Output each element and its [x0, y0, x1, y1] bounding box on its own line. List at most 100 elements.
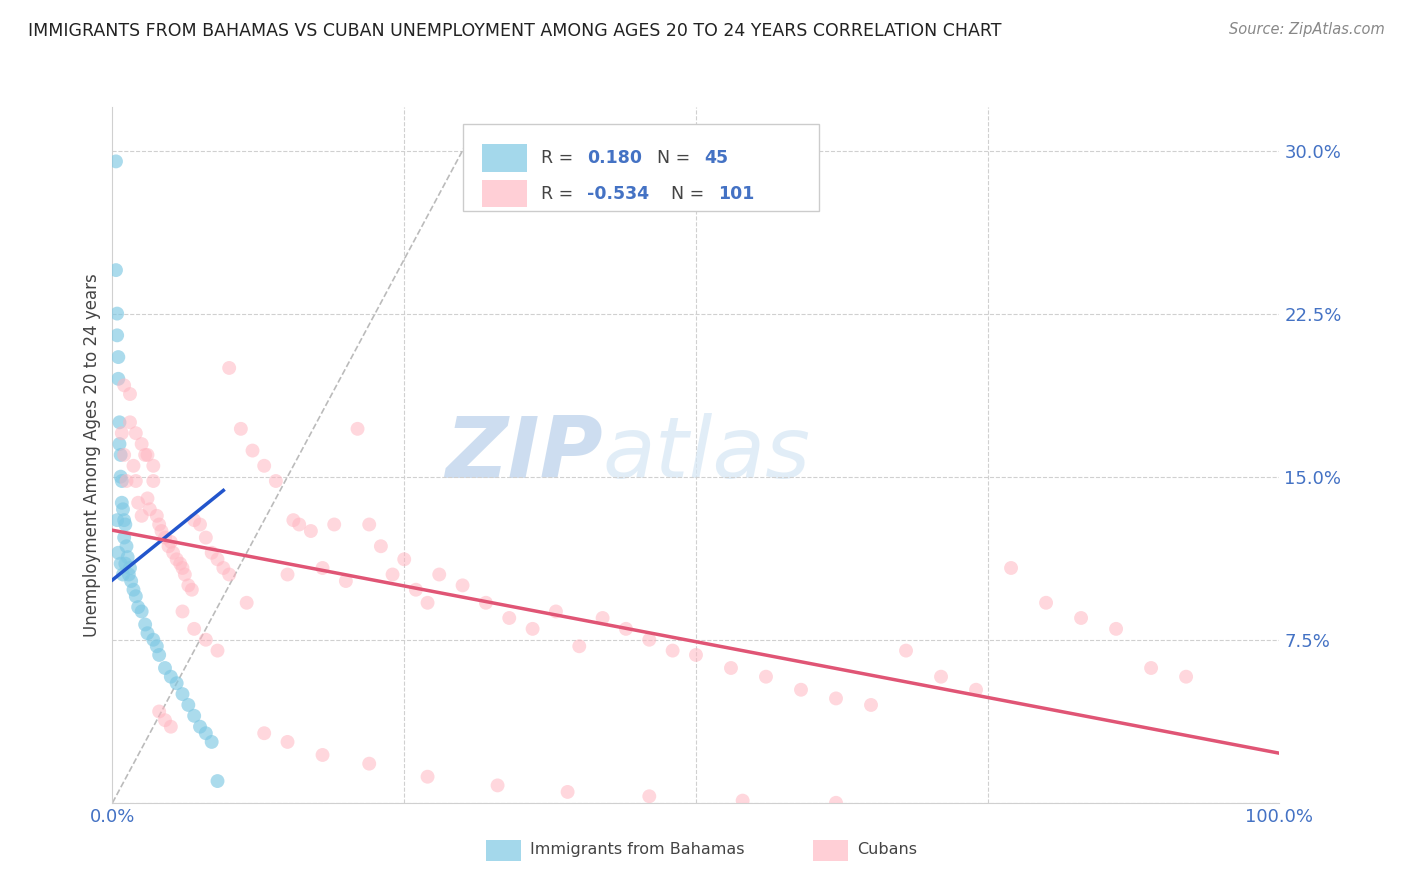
- Point: [498, 611, 520, 625]
- Point: [110, 469, 132, 483]
- Point: [451, 578, 474, 592]
- Point: [1070, 611, 1092, 625]
- Point: [311, 561, 333, 575]
- Point: [229, 422, 252, 436]
- Point: [359, 517, 381, 532]
- FancyBboxPatch shape: [486, 839, 520, 861]
- Text: Cubans: Cubans: [858, 842, 917, 857]
- Text: R =: R =: [541, 185, 578, 202]
- Point: [104, 263, 127, 277]
- Point: [115, 474, 138, 488]
- Point: [107, 546, 129, 560]
- Point: [183, 622, 205, 636]
- Point: [153, 713, 176, 727]
- Point: [104, 154, 127, 169]
- Point: [157, 539, 180, 553]
- Point: [299, 524, 322, 538]
- Point: [825, 796, 848, 810]
- Point: [131, 437, 153, 451]
- Text: 101: 101: [718, 185, 755, 202]
- Point: [614, 622, 637, 636]
- Text: ZIP: ZIP: [444, 413, 603, 497]
- Point: [592, 611, 614, 625]
- Point: [486, 778, 509, 792]
- Point: [194, 531, 217, 545]
- Point: [201, 546, 224, 560]
- Point: [134, 448, 156, 462]
- Point: [242, 443, 264, 458]
- Point: [427, 567, 450, 582]
- Point: [731, 794, 754, 808]
- Point: [638, 789, 661, 804]
- Point: [172, 687, 194, 701]
- Point: [416, 596, 439, 610]
- Point: [111, 567, 134, 582]
- Point: [118, 567, 141, 582]
- Point: [112, 513, 135, 527]
- Point: [323, 517, 346, 532]
- Text: N =: N =: [672, 185, 710, 202]
- Point: [894, 643, 917, 657]
- Point: [235, 596, 257, 610]
- Point: [416, 770, 439, 784]
- Point: [194, 632, 217, 647]
- Point: [359, 756, 381, 771]
- Point: [160, 720, 183, 734]
- Point: [162, 546, 184, 560]
- FancyBboxPatch shape: [463, 124, 818, 211]
- Point: [475, 596, 498, 610]
- Point: [253, 726, 276, 740]
- Point: [177, 698, 200, 712]
- Point: [112, 378, 135, 392]
- Point: [1175, 670, 1198, 684]
- Point: [825, 691, 848, 706]
- Point: [112, 531, 135, 545]
- Point: [172, 605, 194, 619]
- Text: N =: N =: [658, 149, 696, 168]
- Point: [148, 517, 170, 532]
- Point: [381, 567, 404, 582]
- Point: [173, 567, 195, 582]
- FancyBboxPatch shape: [482, 145, 527, 172]
- Point: [557, 785, 579, 799]
- Point: [405, 582, 427, 597]
- Point: [160, 535, 183, 549]
- Point: [142, 632, 165, 647]
- Point: [111, 502, 134, 516]
- Point: [139, 502, 162, 516]
- Point: [107, 372, 129, 386]
- Point: [276, 735, 298, 749]
- Point: [522, 622, 544, 636]
- Point: [207, 774, 229, 789]
- Point: [194, 726, 217, 740]
- Point: [153, 531, 176, 545]
- Point: [125, 426, 148, 441]
- Point: [218, 567, 240, 582]
- Text: 45: 45: [704, 149, 728, 168]
- Point: [118, 561, 141, 575]
- Point: [136, 448, 159, 462]
- Point: [148, 705, 170, 719]
- Point: [188, 720, 211, 734]
- Point: [1000, 561, 1022, 575]
- Point: [183, 708, 205, 723]
- Point: [172, 561, 194, 575]
- Point: [346, 422, 368, 436]
- Point: [118, 415, 141, 429]
- Text: atlas: atlas: [603, 413, 811, 497]
- Point: [115, 539, 138, 553]
- Point: [201, 735, 224, 749]
- Point: [122, 582, 145, 597]
- Text: R =: R =: [541, 149, 578, 168]
- Point: [288, 517, 311, 532]
- Point: [180, 582, 202, 597]
- Point: [790, 682, 813, 697]
- Point: [1105, 622, 1128, 636]
- Point: [114, 517, 136, 532]
- Point: [107, 350, 129, 364]
- Point: [131, 605, 153, 619]
- Point: [114, 557, 136, 571]
- Point: [276, 567, 298, 582]
- Point: [264, 474, 287, 488]
- Point: [370, 539, 392, 553]
